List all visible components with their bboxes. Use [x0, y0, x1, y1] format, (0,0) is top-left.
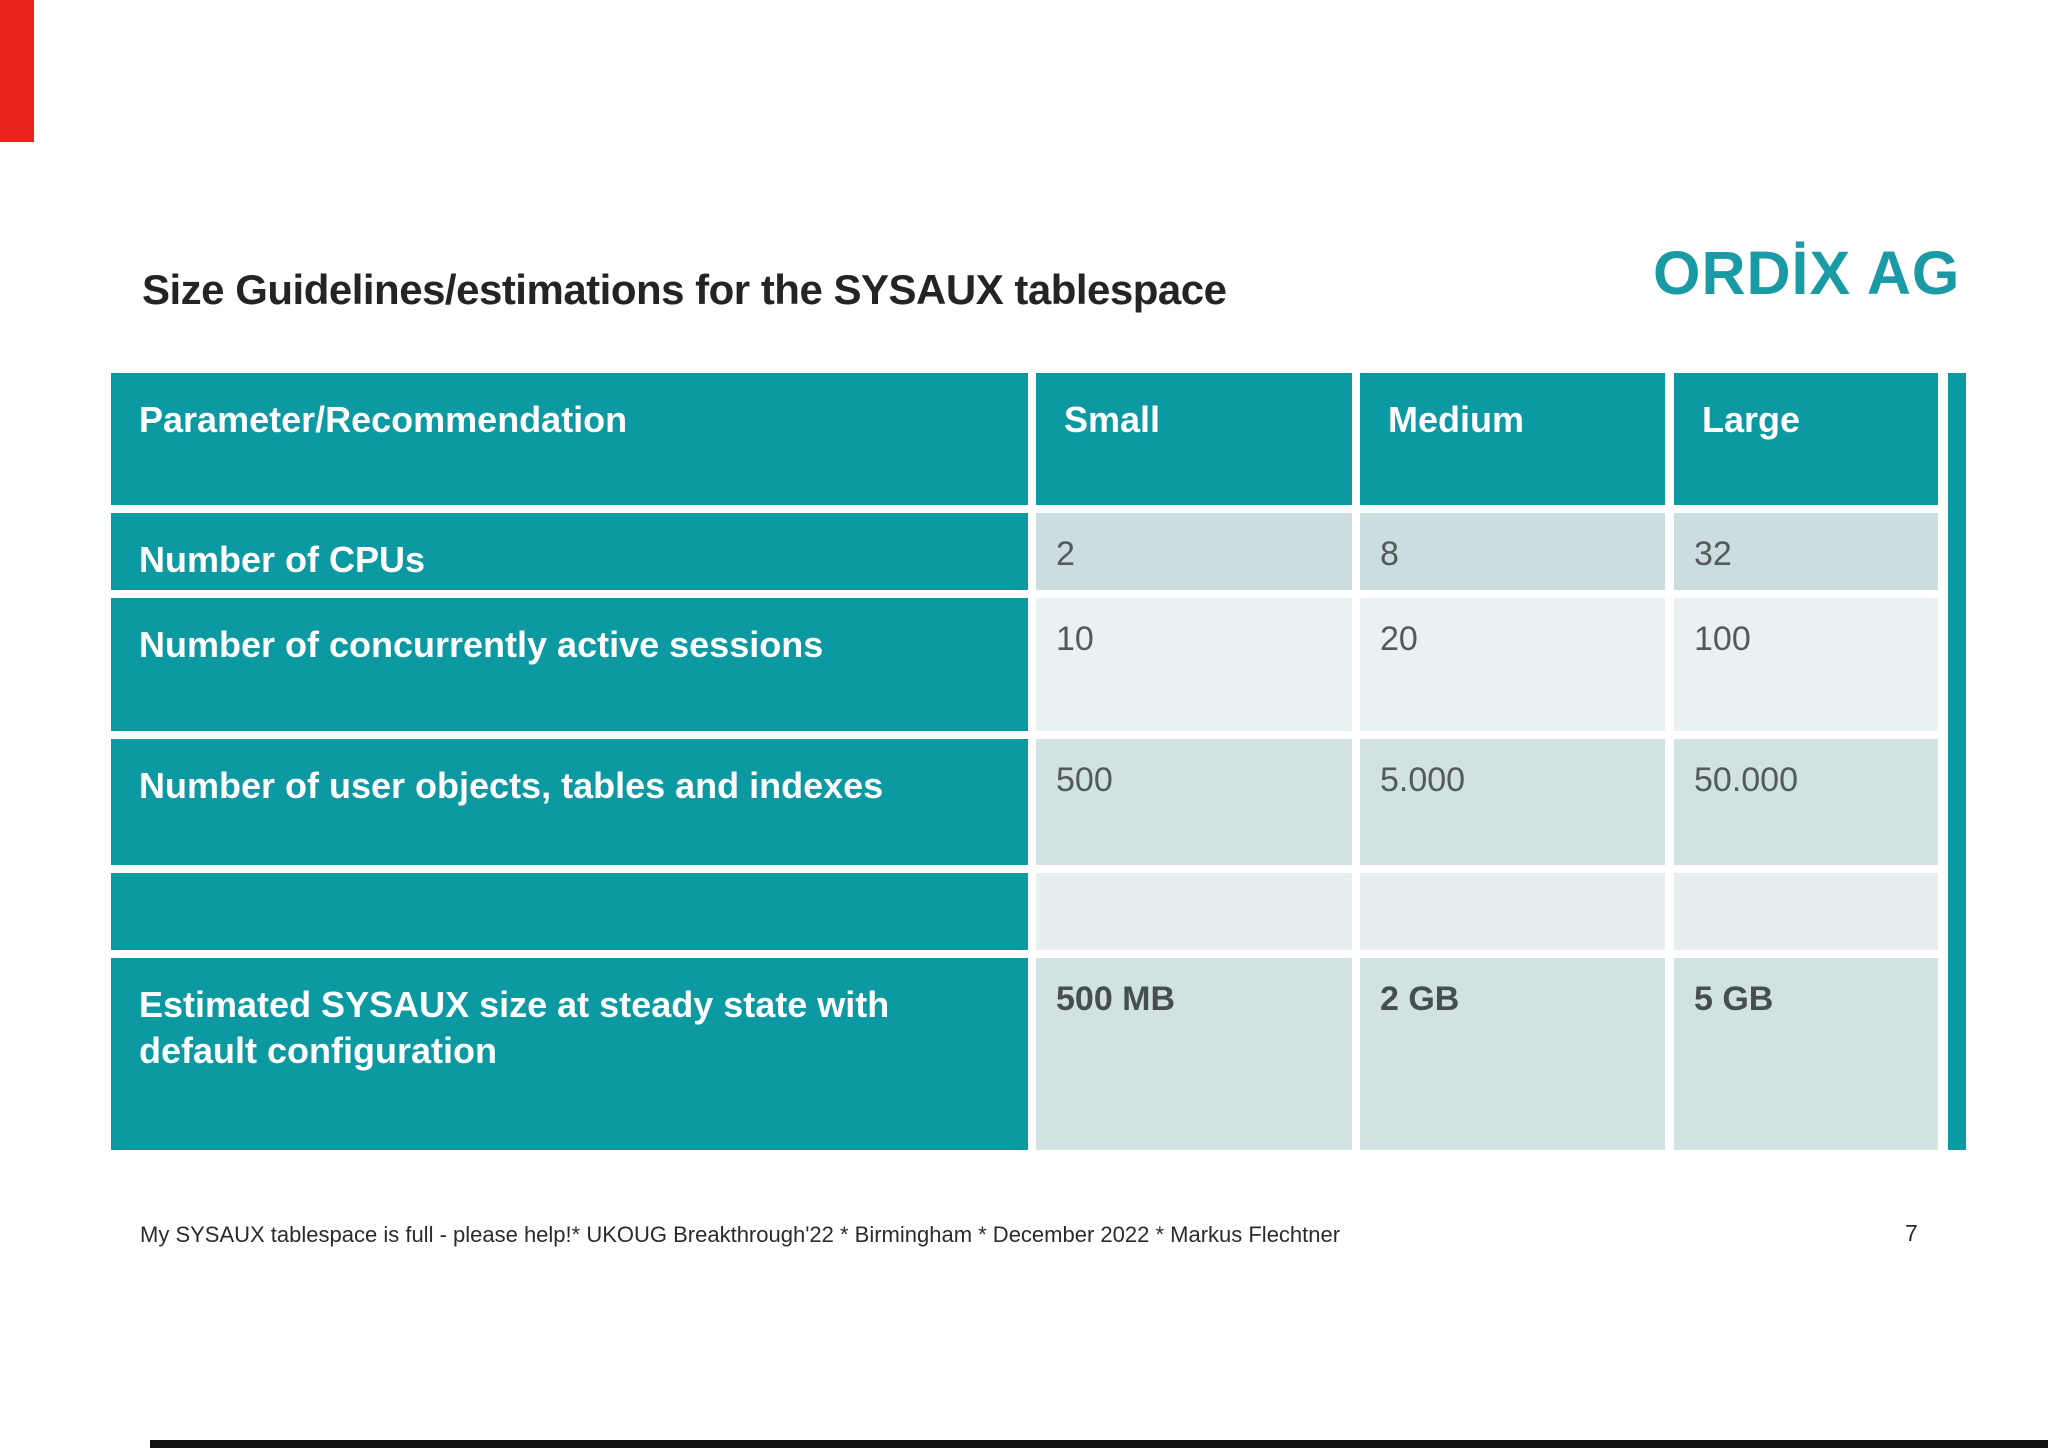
row-label-cell: Estimated SYSAUX size at steady state wi…: [111, 958, 1028, 1150]
row-label-cell-empty: [111, 873, 1028, 950]
table-header-label: Parameter/Recommendation: [139, 399, 628, 440]
value-cell: 500 MB: [1036, 958, 1352, 1150]
value-cell: 32: [1674, 513, 1938, 590]
value-cell: 500: [1036, 739, 1352, 865]
value-text: 50.000: [1694, 761, 1798, 799]
value-text: 10: [1056, 620, 1094, 658]
table-header-small: Small: [1036, 373, 1352, 505]
company-logo: ORDİX AG: [1653, 239, 1961, 307]
value-cell-empty: [1360, 873, 1665, 950]
value-cell: 8: [1360, 513, 1665, 590]
value-cell: 2 GB: [1360, 958, 1665, 1150]
value-text: [1360, 873, 1665, 895]
value-cell: 2: [1036, 513, 1352, 590]
value-cell: 100: [1674, 598, 1938, 731]
value-text: 5 GB: [1694, 980, 1774, 1018]
table-header-label: Small: [1064, 399, 1161, 440]
table-header-medium: Medium: [1360, 373, 1665, 505]
value-cell-empty: [1036, 873, 1352, 950]
value-text: 100: [1694, 620, 1751, 658]
value-cell: 20: [1360, 598, 1665, 731]
value-text: 500: [1056, 761, 1113, 799]
row-label: Estimated SYSAUX size at steady state wi…: [139, 984, 890, 1072]
value-cell: 10: [1036, 598, 1352, 731]
row-label: [111, 873, 1028, 897]
row-label: Number of user objects, tables and index…: [139, 765, 884, 806]
table-header-parameter: Parameter/Recommendation: [111, 373, 1028, 505]
value-text: 20: [1380, 620, 1418, 658]
table-header-label: Medium: [1388, 399, 1525, 440]
value-text: 500 MB: [1056, 980, 1176, 1018]
table-right-border-strip: [1948, 373, 1966, 1150]
value-cell: 50.000: [1674, 739, 1938, 865]
value-text: [1674, 873, 1938, 895]
red-accent-bar: [0, 0, 34, 142]
table-header-large: Large: [1674, 373, 1938, 505]
value-cell-empty: [1674, 873, 1938, 950]
value-text: [1036, 873, 1352, 895]
page-number: 7: [1905, 1220, 1918, 1246]
value-cell: 5 GB: [1674, 958, 1938, 1150]
table-header-label: Large: [1702, 399, 1801, 440]
value-text: 32: [1694, 535, 1732, 573]
value-cell: 5.000: [1360, 739, 1665, 865]
value-text: 2: [1056, 535, 1075, 573]
row-label: Number of CPUs: [139, 539, 426, 580]
value-text: 5.000: [1380, 761, 1466, 799]
bottom-black-bar: [150, 1440, 2048, 1448]
row-label-cell: Number of CPUs: [111, 513, 1028, 590]
value-text: 2 GB: [1380, 980, 1460, 1018]
row-label: Number of concurrently active sessions: [139, 624, 824, 665]
slide-title: Size Guidelines/estimations for the SYSA…: [142, 266, 1227, 313]
row-label-cell: Number of concurrently active sessions: [111, 598, 1028, 731]
row-label-cell: Number of user objects, tables and index…: [111, 739, 1028, 865]
footer-text: My SYSAUX tablespace is full - please he…: [140, 1222, 1341, 1247]
value-text: 8: [1380, 535, 1399, 573]
